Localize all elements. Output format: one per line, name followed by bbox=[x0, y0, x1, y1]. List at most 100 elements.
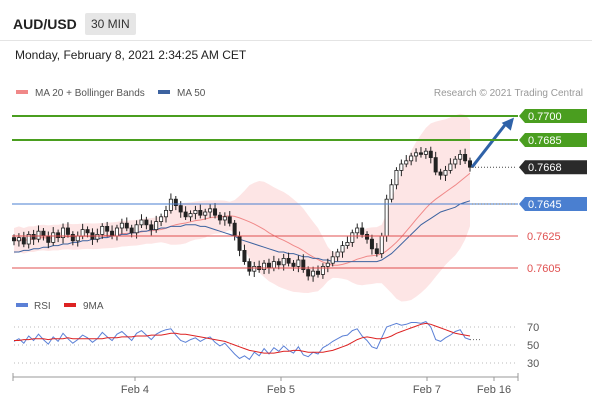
candle-body bbox=[203, 211, 208, 216]
rsi-legend-label: RSI bbox=[34, 301, 51, 312]
candle-body bbox=[163, 209, 168, 218]
level-label: 0.7668 bbox=[528, 162, 562, 174]
candle-body bbox=[418, 152, 423, 155]
level-label: 0.7700 bbox=[528, 111, 562, 123]
symbol-title: AUD/USD bbox=[13, 16, 77, 32]
candle-body bbox=[134, 224, 139, 234]
candle-body bbox=[286, 257, 291, 264]
candle-body bbox=[463, 153, 468, 162]
candle-body bbox=[320, 265, 325, 275]
candle-body bbox=[95, 233, 100, 240]
candle-body bbox=[144, 219, 149, 226]
candle-body bbox=[222, 216, 227, 221]
candle-body bbox=[271, 261, 276, 269]
rsi-tick-label: 70 bbox=[527, 322, 539, 334]
candle-body bbox=[340, 245, 345, 253]
price-levels: 0.7700 0.7685 0.7668 0.7645 0.7625 0.7605 bbox=[12, 109, 587, 275]
candle-body bbox=[65, 227, 70, 235]
candle-body bbox=[193, 209, 198, 214]
ma50-line bbox=[14, 200, 471, 263]
candle-body bbox=[61, 227, 66, 239]
candle-body bbox=[41, 230, 46, 237]
candle-body bbox=[26, 233, 31, 245]
candle-body bbox=[394, 169, 399, 186]
candle-body bbox=[183, 211, 188, 218]
candle-body bbox=[247, 261, 252, 272]
candle-body bbox=[443, 169, 448, 176]
candle-body bbox=[110, 230, 115, 237]
candle-body bbox=[355, 227, 360, 234]
candle-body bbox=[80, 229, 85, 237]
candle-body bbox=[448, 163, 453, 171]
candle-body bbox=[16, 237, 21, 242]
forecast-arrow bbox=[470, 122, 508, 169]
candle-body bbox=[21, 237, 26, 245]
candle-body bbox=[301, 259, 306, 271]
candle-body bbox=[335, 251, 340, 258]
candle-body bbox=[291, 262, 296, 267]
candle-body bbox=[433, 157, 438, 173]
candle-body bbox=[306, 269, 311, 277]
candle-body bbox=[11, 237, 16, 242]
price-plot-area bbox=[11, 113, 514, 302]
candle-body bbox=[154, 221, 159, 231]
level-label-box bbox=[519, 160, 587, 175]
candle-body bbox=[374, 248, 379, 255]
candle-body bbox=[168, 198, 173, 211]
candle-body bbox=[384, 198, 389, 237]
rsi-ma-line bbox=[14, 322, 471, 354]
candle-body bbox=[453, 158, 458, 165]
candle-body bbox=[345, 241, 350, 246]
candle-body bbox=[369, 238, 374, 250]
candle-body bbox=[409, 155, 414, 162]
x-axis: Feb 4 Feb 5 Feb 7 Feb 16 bbox=[12, 373, 519, 396]
candle-body bbox=[379, 235, 384, 255]
candle-body bbox=[208, 208, 213, 213]
candle-body bbox=[119, 222, 124, 229]
candle-body bbox=[262, 262, 267, 271]
candle-body bbox=[114, 227, 119, 237]
candle-body bbox=[51, 232, 56, 243]
candle-body bbox=[188, 213, 193, 218]
candle-body bbox=[266, 262, 271, 269]
rsi-legend-swatch bbox=[16, 303, 28, 307]
x-tick-label: Feb 16 bbox=[477, 384, 511, 396]
candle-body bbox=[105, 225, 110, 232]
level-label: 0.7645 bbox=[528, 199, 562, 211]
rsi-tick-label: 50 bbox=[527, 340, 539, 352]
candle-body bbox=[31, 233, 36, 240]
candle-body bbox=[389, 184, 394, 200]
candle-body bbox=[423, 150, 428, 155]
copyright-label: Research © 2021 Trading Central bbox=[434, 88, 583, 99]
candle-body bbox=[399, 163, 404, 171]
chart-header: AUD/USD 30 MIN bbox=[0, 0, 592, 40]
candle-body bbox=[296, 259, 301, 267]
candle-body bbox=[237, 235, 242, 251]
candle-body bbox=[467, 160, 472, 168]
bollinger-band bbox=[14, 113, 470, 302]
candle-body bbox=[458, 153, 463, 160]
candle-body bbox=[173, 198, 178, 206]
candle-body bbox=[213, 208, 218, 216]
ma50-legend-swatch bbox=[158, 90, 170, 94]
candle-body bbox=[178, 205, 183, 213]
candle-body bbox=[438, 171, 443, 176]
datetime-label: Monday, February 8, 2021 2:34:25 AM CET bbox=[15, 48, 247, 62]
candle-body bbox=[100, 225, 105, 235]
candle-body bbox=[232, 222, 237, 237]
candle-body bbox=[350, 232, 355, 243]
candle-body bbox=[85, 229, 90, 234]
candle-body bbox=[149, 224, 154, 231]
candle-body bbox=[198, 209, 203, 216]
candle-body bbox=[217, 214, 222, 221]
candle-body bbox=[330, 256, 335, 264]
ma20-legend-label: MA 20 + Bollinger Bands bbox=[35, 88, 145, 99]
ma20-legend-swatch bbox=[16, 90, 28, 94]
level-label: 0.7685 bbox=[528, 135, 562, 147]
rsi-line bbox=[13, 321, 471, 361]
level-label-box bbox=[519, 133, 587, 147]
timeframe-badge[interactable]: 30 MIN bbox=[85, 13, 136, 35]
rsi-tick-label: 30 bbox=[527, 358, 539, 370]
candle-body bbox=[36, 230, 41, 240]
rsi-ma-legend-label: 9MA bbox=[83, 301, 104, 312]
